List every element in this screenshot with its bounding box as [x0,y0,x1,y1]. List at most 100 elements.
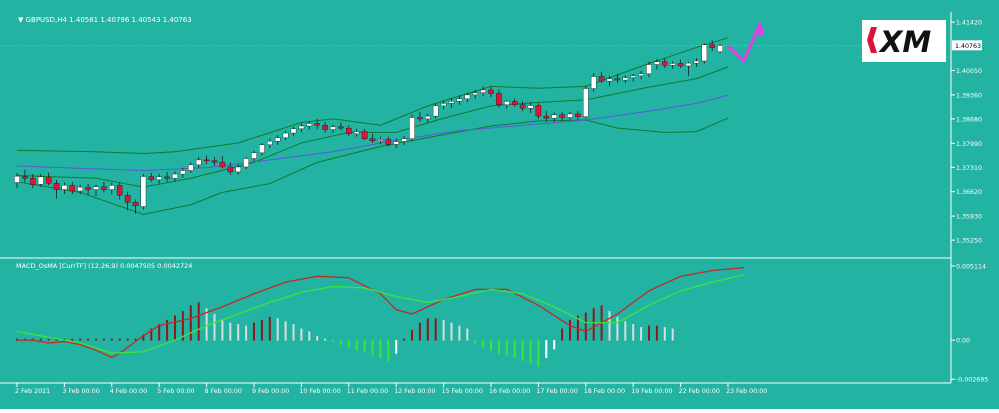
time-tick-label: 2 Feb 2021 [15,388,50,395]
price-panel: 1.41420 1.40050 1.39360 1.38680 1.37990 1.373… [0,20,982,245]
time-tick-label: 17 Feb 00:00 [536,388,577,395]
title-dropdown-icon[interactable]: ▼ [18,16,26,24]
bear-candle-body [219,162,226,168]
bull-candle-body [456,98,463,102]
forecast-arrow-head [753,20,764,36]
candle [630,73,636,82]
bull-candle-body [187,164,194,171]
bull-candle-body [251,152,257,159]
candle [440,100,447,110]
price-tick-label: 1.36620 [956,189,982,196]
candle [472,89,479,99]
candle [211,157,218,166]
candle [219,156,226,169]
bear-candle-body [346,127,352,134]
candle [456,95,463,105]
bear-candle-body [211,160,218,163]
candle [314,118,321,129]
bear-candle-body [511,101,518,105]
bear-candle-body [519,104,526,109]
price-tick-label: 1.37310 [956,165,982,172]
xm-logo-mark [867,27,877,53]
bull-candle-body [172,173,178,179]
candle [108,182,115,195]
candle [195,157,202,168]
bull-candle-body [480,89,486,93]
bull-candle-body [646,64,652,74]
bear-candle-body [148,176,155,180]
bull-candle-body [290,128,297,134]
candle [677,59,684,69]
candle [614,74,621,83]
candle [527,102,534,113]
time-tick-label: 23 Feb 00:00 [726,388,767,395]
candle [393,138,400,149]
bull-candle-body [654,61,660,65]
bear-candle-body [338,126,344,129]
candle [417,111,423,122]
bear-candle-body [314,123,321,126]
candle [654,58,660,70]
candle [488,87,494,98]
candle [251,150,257,162]
candle [693,58,700,67]
bull-candle-body [606,78,613,82]
time-tick-label: 10 Feb 00:00 [299,388,340,395]
bull-candle-body [156,176,163,180]
candle [511,98,518,107]
candle [77,184,83,195]
candle [22,169,28,183]
time-tick-label: 18 Feb 00:00 [584,388,625,395]
bear-candle-body [45,177,52,184]
bull-candle-body [243,158,249,168]
bollinger-middle-band [16,66,729,188]
bear-candle-body [535,105,542,117]
bear-candle-body [559,114,565,118]
candle [164,171,170,182]
current-price-tag [952,40,982,51]
candle [203,155,210,165]
candle [346,125,352,136]
candle [282,130,289,141]
bull-candle-body [353,131,360,134]
bull-candle-body [464,94,471,99]
bear-candle-body [385,139,392,145]
bull-candle-body [259,144,265,154]
bull-candle-body [140,176,147,207]
candle [140,174,147,210]
time-tick-label: 4 Feb 00:00 [110,388,147,395]
bear-candle-body [124,195,131,203]
time-tick-label: 11 Feb 00:00 [347,388,388,395]
time-tick-label: 9 Feb 00:00 [252,388,289,395]
candle [590,72,597,92]
candle [369,133,376,143]
candle [61,182,68,195]
bear-candle-body [69,185,76,192]
candle [669,60,676,69]
time-tick-label: 15 Feb 00:00 [442,388,483,395]
bear-candle-body [22,176,28,179]
candle [37,174,44,187]
xm-logo-text: XM [878,25,931,59]
bear-candle-body [227,166,234,173]
candle [401,135,407,146]
candle [409,114,415,141]
candle [338,122,344,131]
bull-candle-body [472,92,479,96]
candle [101,181,107,193]
bear-candle-body [614,78,621,81]
candle [662,58,668,69]
bull-candle-body [432,105,439,117]
candle [180,167,186,178]
bear-candle-body [203,159,210,162]
bull-candle-body [701,44,708,62]
candle [322,121,328,133]
bull-candle-body [440,103,447,107]
macd-title: MACD_OsMA [CurrTF] (12,26,9) 0.0047505 0… [16,262,192,270]
bear-candle-body [116,185,123,196]
bull-candle-body [401,138,407,142]
price-tick-label: 1.38680 [956,116,982,123]
candle [575,111,581,120]
candle [53,180,60,199]
